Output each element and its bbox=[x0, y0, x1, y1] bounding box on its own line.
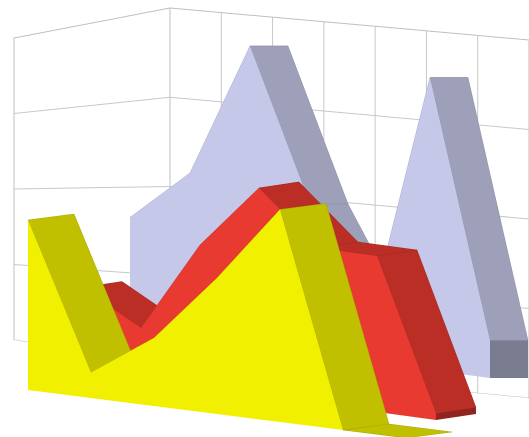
gridline-side bbox=[13, 96, 171, 114]
ribbon-end-cap bbox=[436, 407, 476, 420]
ribbon-front-face bbox=[28, 209, 399, 437]
series-3 bbox=[27, 203, 453, 437]
gridline-side bbox=[13, 186, 171, 190]
series-layer bbox=[27, 45, 529, 437]
ribbon-end-cap bbox=[490, 340, 528, 378]
